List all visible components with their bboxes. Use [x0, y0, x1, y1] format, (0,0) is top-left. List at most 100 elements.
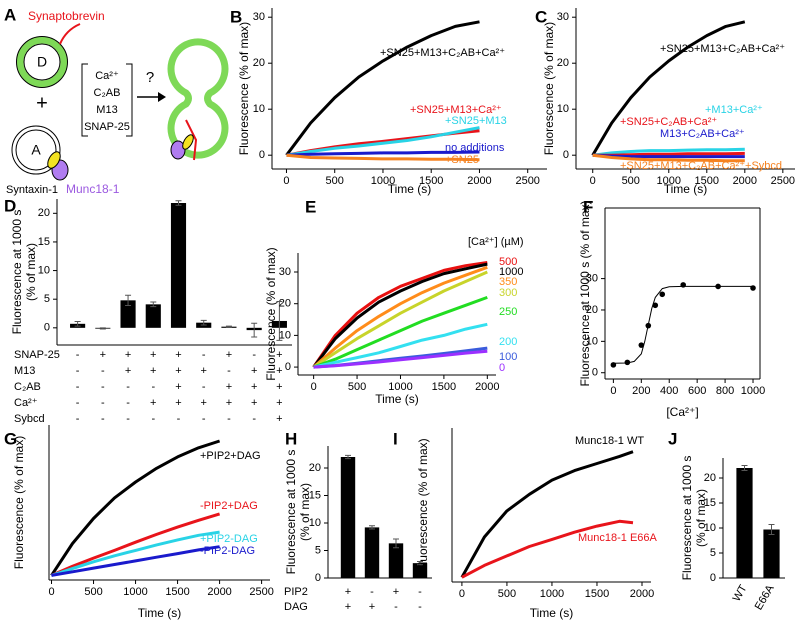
row-cell: + [276, 397, 282, 409]
x-axis-label: Time (s) [664, 182, 708, 196]
bar [170, 203, 187, 328]
series-label: 500 [499, 256, 517, 268]
error-bar [150, 301, 157, 308]
chart: I 0 500 1000 1500 2000 Time (s) Fluorescence (%… [393, 428, 658, 620]
x-axis-label: Time (s) [375, 392, 419, 406]
legend-title: [Ca²⁺] (µM) [468, 236, 524, 248]
curve [312, 265, 488, 369]
y-axis-label: Fluorescence at 1000 s (% of max) [578, 200, 592, 386]
curve [460, 450, 634, 579]
row-cell: + [175, 349, 181, 361]
y-tick-label: 10 [704, 522, 716, 534]
liposome-label: A [31, 142, 41, 158]
component-label: M13 [96, 104, 117, 116]
panel-letter: A [4, 5, 16, 24]
row-cell: - [101, 413, 105, 425]
bar [145, 304, 161, 328]
row-cell: + [393, 586, 399, 598]
row-cell: - [418, 601, 422, 613]
error-bar [768, 524, 775, 535]
x-axis-label: Time (s) [138, 606, 182, 620]
row-cell: + [226, 349, 232, 361]
series-label: Munc18-1 WT [575, 435, 644, 447]
panel-letter: G [4, 429, 17, 448]
row-cell: + [175, 397, 181, 409]
row-label: C₂AB [14, 381, 41, 393]
x-axis-label: [Ca²⁺] [666, 405, 698, 419]
series-label: +SN25+M13 [445, 115, 507, 127]
y-tick-label: 0 [259, 149, 265, 161]
x-tick-label: 2000 [467, 175, 491, 187]
y-tick-label: 30 [253, 11, 265, 23]
curve [592, 147, 745, 157]
x-tick-label: 500 [498, 588, 516, 600]
bar [364, 527, 380, 578]
y-tick-label: 10 [557, 103, 569, 115]
y-axis-label: (% of max) [694, 489, 708, 547]
series-label: 350 [499, 276, 517, 288]
panel-a: A Synaptobrevin D + A Syntaxin-1 Munc18-… [4, 5, 229, 196]
row-cell: - [252, 349, 256, 361]
row-cell: + [201, 365, 207, 377]
series-label: +SN25+M13+C₂AB+Ca²⁺ [380, 47, 505, 59]
row-label: Sybcd [14, 413, 45, 425]
row-cell: + [276, 381, 282, 393]
row-cell: - [151, 381, 155, 393]
row-cell: - [370, 586, 374, 598]
y-tick-label: 20 [279, 298, 291, 310]
y-tick-label: 30 [279, 266, 291, 278]
row-cell: - [227, 413, 231, 425]
row-label: SNAP-25 [14, 349, 60, 361]
x-tick-label: 1500 [432, 381, 456, 393]
y-tick-label: 30 [586, 273, 598, 285]
y-tick-label: 10 [38, 264, 50, 276]
series-label: +PIP2-DAG [200, 533, 258, 545]
fused-vesicles [167, 38, 229, 159]
munc18-shape [170, 140, 186, 160]
series-label: 1000 [499, 266, 523, 278]
series-label: +SN25+M13+Ca²⁺ [410, 104, 502, 116]
point [659, 291, 666, 298]
x-tick-label: 2500 [771, 175, 795, 187]
x-tick-label: 2000 [475, 381, 499, 393]
row-cell: - [202, 349, 206, 361]
row-cell: + [276, 349, 282, 361]
x-tick-label: 500 [326, 175, 344, 187]
chart: G 0 500 1000 1500 2000 2500 Time (s) Fluorescenc… [4, 425, 274, 620]
row-cell: + [276, 365, 282, 377]
chart: D 0 5 10 15 20 Fluorescence at 1000 s (% of max… [4, 196, 292, 425]
x-tick-label: 400 [660, 385, 678, 397]
syntaxin-label: Syntaxin-1 [6, 184, 58, 196]
row-cell: - [227, 365, 231, 377]
error-bar [175, 200, 182, 206]
x-tick-label: 1000 [657, 175, 681, 187]
y-tick-label: 5 [710, 547, 716, 559]
y-axis-label: Fluorescence at 1000 s [10, 210, 24, 335]
syntaxin-shape [47, 151, 61, 169]
series-label: +SN25+M13+C₂AB+Ca²⁺ [660, 43, 785, 55]
x-tick-label: 500 [348, 381, 366, 393]
curve [50, 512, 221, 577]
x-tick-label: 1000 [540, 588, 564, 600]
y-tick-label: 15 [38, 236, 50, 248]
x-axis-label: Time (s) [530, 606, 574, 620]
vesicle-outer [16, 36, 68, 88]
component-label: C₂AB [94, 87, 121, 99]
synaptobrevin-line [59, 23, 81, 45]
error-bar [99, 327, 106, 330]
row-cell: + [345, 601, 351, 613]
curve [286, 150, 480, 157]
curve [51, 530, 220, 577]
x-tick-label: 2000 [733, 175, 757, 187]
series-label: no additions [445, 142, 505, 154]
y-axis-label: Fluorescence (% of max) [237, 22, 251, 155]
error-bar [225, 325, 232, 328]
series-label: 250 [499, 306, 517, 318]
bar [736, 468, 753, 578]
y-tick-label: 20 [557, 57, 569, 69]
series-label: -PIP2-DAG [200, 545, 255, 557]
curve [313, 349, 488, 369]
panel-letter: F [583, 197, 593, 216]
